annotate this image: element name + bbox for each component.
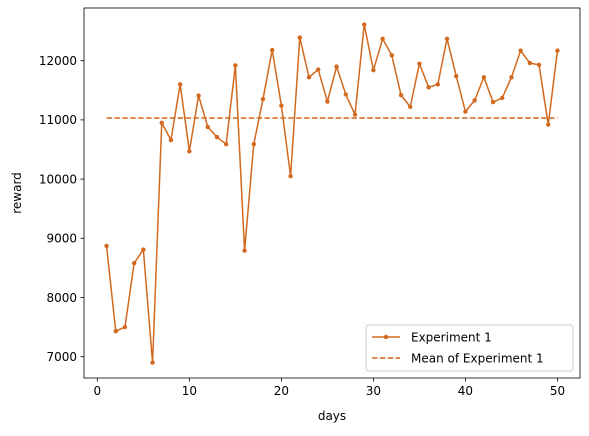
x-tick-label: 10 bbox=[182, 384, 197, 398]
data-point bbox=[288, 173, 293, 179]
data-point bbox=[297, 35, 302, 40]
data-point bbox=[435, 82, 441, 87]
x-tick-label: 50 bbox=[550, 384, 565, 398]
data-point bbox=[233, 63, 238, 68]
data-point bbox=[444, 36, 450, 41]
data-point bbox=[168, 137, 174, 143]
series-layer bbox=[104, 22, 560, 365]
data-point bbox=[408, 104, 413, 110]
data-point bbox=[187, 149, 192, 154]
data-point bbox=[223, 141, 229, 147]
data-point bbox=[426, 85, 431, 90]
y-tick-label: 7000 bbox=[46, 350, 77, 364]
y-axis-ticks: 7000 8000 9000 10000 11000 12000 bbox=[39, 54, 84, 364]
data-point bbox=[269, 47, 275, 53]
x-tick-label: 40 bbox=[458, 384, 473, 398]
data-point bbox=[150, 360, 155, 365]
legend-box bbox=[365, 324, 574, 372]
data-point bbox=[242, 248, 247, 253]
data-point bbox=[334, 64, 339, 69]
y-tick-label: 8000 bbox=[46, 291, 77, 305]
data-point bbox=[251, 141, 256, 147]
data-point bbox=[389, 53, 395, 58]
y-tick-label: 9000 bbox=[46, 232, 77, 246]
data-point bbox=[380, 36, 385, 41]
y-axis-label: reward bbox=[10, 172, 24, 214]
legend-label-mean: Mean of Experiment 1 bbox=[411, 352, 544, 366]
x-tick-label: 30 bbox=[366, 384, 381, 398]
series-line-0 bbox=[105, 23, 559, 364]
data-point bbox=[214, 134, 220, 140]
data-point bbox=[325, 99, 330, 104]
data-point bbox=[352, 112, 358, 117]
data-point bbox=[536, 62, 542, 68]
data-point bbox=[306, 75, 312, 80]
data-point bbox=[316, 67, 321, 72]
data-point bbox=[205, 124, 210, 130]
data-point bbox=[546, 122, 551, 127]
plot-background bbox=[84, 8, 580, 378]
data-point bbox=[527, 60, 533, 66]
data-point bbox=[141, 247, 146, 252]
data-point bbox=[463, 109, 468, 114]
data-point bbox=[196, 93, 201, 98]
data-point bbox=[472, 98, 477, 103]
data-point bbox=[159, 120, 164, 126]
data-point bbox=[509, 75, 514, 80]
legend-label-experiment-1: Experiment 1 bbox=[411, 331, 492, 345]
data-point bbox=[417, 61, 422, 66]
x-tick-label: 20 bbox=[274, 384, 289, 398]
data-point bbox=[518, 48, 523, 53]
data-point bbox=[371, 67, 376, 73]
data-point bbox=[113, 329, 118, 334]
x-axis-label: days bbox=[318, 409, 346, 423]
data-point bbox=[481, 75, 487, 80]
data-point bbox=[343, 92, 348, 97]
data-point bbox=[490, 99, 496, 105]
y-tick-label: 10000 bbox=[39, 172, 77, 186]
data-point bbox=[555, 48, 560, 53]
legend: Experiment 1 Mean of Experiment 1 bbox=[365, 324, 574, 372]
data-point bbox=[131, 260, 137, 266]
y-tick-label: 11000 bbox=[39, 113, 77, 127]
data-point bbox=[279, 103, 284, 108]
plot-frame bbox=[83, 7, 581, 379]
data-point bbox=[104, 243, 109, 249]
data-point bbox=[500, 95, 505, 101]
data-point bbox=[398, 92, 404, 98]
data-point bbox=[260, 96, 266, 102]
data-point bbox=[177, 82, 183, 87]
x-tick-label: 0 bbox=[94, 384, 102, 398]
y-tick-label: 12000 bbox=[39, 54, 77, 68]
data-point bbox=[454, 73, 459, 79]
legend-marker-dot-experiment-1 bbox=[383, 334, 389, 340]
data-point bbox=[122, 324, 128, 330]
x-axis-ticks: 0 10 20 30 40 50 bbox=[94, 378, 565, 398]
data-point bbox=[362, 22, 367, 27]
